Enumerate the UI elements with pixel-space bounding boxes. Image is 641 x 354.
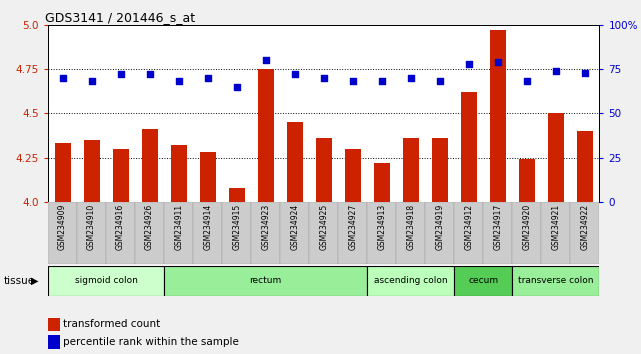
Bar bbox=[316, 138, 331, 202]
Text: transformed count: transformed count bbox=[63, 319, 161, 329]
Bar bbox=[222, 202, 251, 264]
Bar bbox=[425, 202, 454, 264]
Bar bbox=[280, 202, 309, 264]
Bar bbox=[367, 266, 454, 296]
Bar bbox=[171, 145, 187, 202]
Bar bbox=[461, 92, 477, 202]
Bar bbox=[199, 152, 215, 202]
Bar bbox=[193, 202, 222, 264]
Bar bbox=[512, 202, 541, 264]
Bar bbox=[48, 335, 60, 349]
Text: GSM234909: GSM234909 bbox=[58, 204, 67, 250]
Point bbox=[522, 79, 532, 84]
Text: GSM234915: GSM234915 bbox=[232, 204, 241, 250]
Text: GSM234920: GSM234920 bbox=[522, 204, 531, 250]
Point bbox=[463, 61, 474, 67]
Bar bbox=[48, 202, 77, 264]
Text: GSM234924: GSM234924 bbox=[290, 204, 299, 250]
Point bbox=[260, 57, 271, 63]
Bar bbox=[454, 266, 512, 296]
Point bbox=[58, 75, 68, 81]
Text: ▶: ▶ bbox=[31, 275, 38, 286]
Point bbox=[144, 72, 154, 77]
Bar bbox=[338, 202, 367, 264]
Point bbox=[203, 75, 213, 81]
Bar bbox=[396, 202, 425, 264]
Point bbox=[115, 72, 126, 77]
Point bbox=[493, 59, 503, 65]
Text: GSM234910: GSM234910 bbox=[87, 204, 96, 250]
Text: GSM234922: GSM234922 bbox=[580, 204, 589, 250]
Text: GSM234914: GSM234914 bbox=[203, 204, 212, 250]
Bar bbox=[106, 202, 135, 264]
Bar bbox=[164, 266, 367, 296]
Point bbox=[347, 79, 358, 84]
Bar bbox=[345, 149, 361, 202]
Text: GSM234923: GSM234923 bbox=[261, 204, 270, 250]
Point bbox=[579, 70, 590, 75]
Bar bbox=[483, 202, 512, 264]
Bar bbox=[135, 202, 164, 264]
Bar bbox=[309, 202, 338, 264]
Text: GSM234921: GSM234921 bbox=[551, 204, 560, 250]
Text: sigmoid colon: sigmoid colon bbox=[74, 276, 138, 285]
Bar bbox=[454, 202, 483, 264]
Text: tissue: tissue bbox=[3, 275, 35, 286]
Text: GSM234919: GSM234919 bbox=[435, 204, 444, 250]
Text: GSM234911: GSM234911 bbox=[174, 204, 183, 250]
Bar bbox=[512, 266, 599, 296]
Bar bbox=[548, 113, 564, 202]
Bar bbox=[83, 140, 99, 202]
Bar bbox=[251, 202, 280, 264]
Text: GSM234912: GSM234912 bbox=[464, 204, 473, 250]
Point bbox=[319, 75, 329, 81]
Text: GSM234917: GSM234917 bbox=[494, 204, 503, 250]
Bar bbox=[48, 318, 60, 331]
Text: transverse colon: transverse colon bbox=[518, 276, 594, 285]
Text: GSM234925: GSM234925 bbox=[319, 204, 328, 250]
Text: GSM234918: GSM234918 bbox=[406, 204, 415, 250]
Point bbox=[435, 79, 445, 84]
Bar bbox=[77, 202, 106, 264]
Bar bbox=[287, 122, 303, 202]
Point bbox=[87, 79, 97, 84]
Text: cecum: cecum bbox=[468, 276, 498, 285]
Bar bbox=[113, 149, 129, 202]
Bar bbox=[432, 138, 447, 202]
Bar bbox=[541, 202, 570, 264]
Bar bbox=[490, 30, 506, 202]
Text: rectum: rectum bbox=[249, 276, 282, 285]
Bar bbox=[367, 202, 396, 264]
Text: GDS3141 / 201446_s_at: GDS3141 / 201446_s_at bbox=[46, 11, 196, 24]
Bar bbox=[570, 202, 599, 264]
Point bbox=[290, 72, 300, 77]
Bar bbox=[48, 266, 164, 296]
Bar bbox=[258, 69, 274, 202]
Point bbox=[377, 79, 387, 84]
Bar bbox=[54, 143, 71, 202]
Text: GSM234926: GSM234926 bbox=[145, 204, 154, 250]
Bar bbox=[229, 188, 245, 202]
Point bbox=[406, 75, 416, 81]
Bar bbox=[164, 202, 193, 264]
Bar bbox=[142, 129, 158, 202]
Point bbox=[551, 68, 561, 74]
Text: ascending colon: ascending colon bbox=[374, 276, 447, 285]
Bar bbox=[403, 138, 419, 202]
Text: GSM234927: GSM234927 bbox=[348, 204, 357, 250]
Text: GSM234916: GSM234916 bbox=[116, 204, 125, 250]
Text: percentile rank within the sample: percentile rank within the sample bbox=[63, 337, 239, 347]
Bar bbox=[577, 131, 593, 202]
Bar bbox=[374, 163, 390, 202]
Bar bbox=[519, 159, 535, 202]
Point bbox=[231, 84, 242, 90]
Text: GSM234913: GSM234913 bbox=[378, 204, 387, 250]
Point bbox=[174, 79, 184, 84]
